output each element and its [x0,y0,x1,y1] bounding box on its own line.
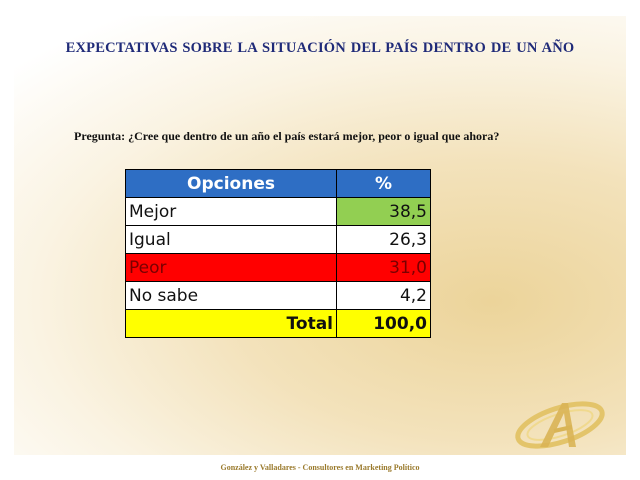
table-row: Igual 26,3 [125,225,431,254]
table-row: Peor 31,0 [125,253,431,282]
gv-logo-icon [515,401,605,449]
header-options: Opciones [125,169,337,198]
slide-title: EXPECTATIVAS SOBRE LA SITUACIÓN DEL PAÍS… [65,40,575,56]
table-header-row: Opciones % [125,169,431,198]
row-label: No sabe [125,281,337,310]
row-value: 38,5 [336,197,431,226]
row-value: 26,3 [336,225,431,254]
results-table: Opciones % Mejor 38,5 Igual 26,3 Peor 31… [125,169,431,338]
total-label: Total [125,309,337,338]
table-total-row: Total 100,0 [125,309,431,338]
row-label: Peor [125,253,337,282]
row-label: Igual [125,225,337,254]
row-value: 31,0 [336,253,431,282]
header-percent: % [336,169,431,198]
total-value: 100,0 [336,309,431,338]
row-label: Mejor [125,197,337,226]
footer-text: González y Valladares - Consultores en M… [220,463,420,472]
table-row: No sabe 4,2 [125,281,431,310]
row-value: 4,2 [336,281,431,310]
survey-question: Pregunta: ¿Cree que dentro de un año el … [74,129,500,143]
table-row: Mejor 38,5 [125,197,431,226]
